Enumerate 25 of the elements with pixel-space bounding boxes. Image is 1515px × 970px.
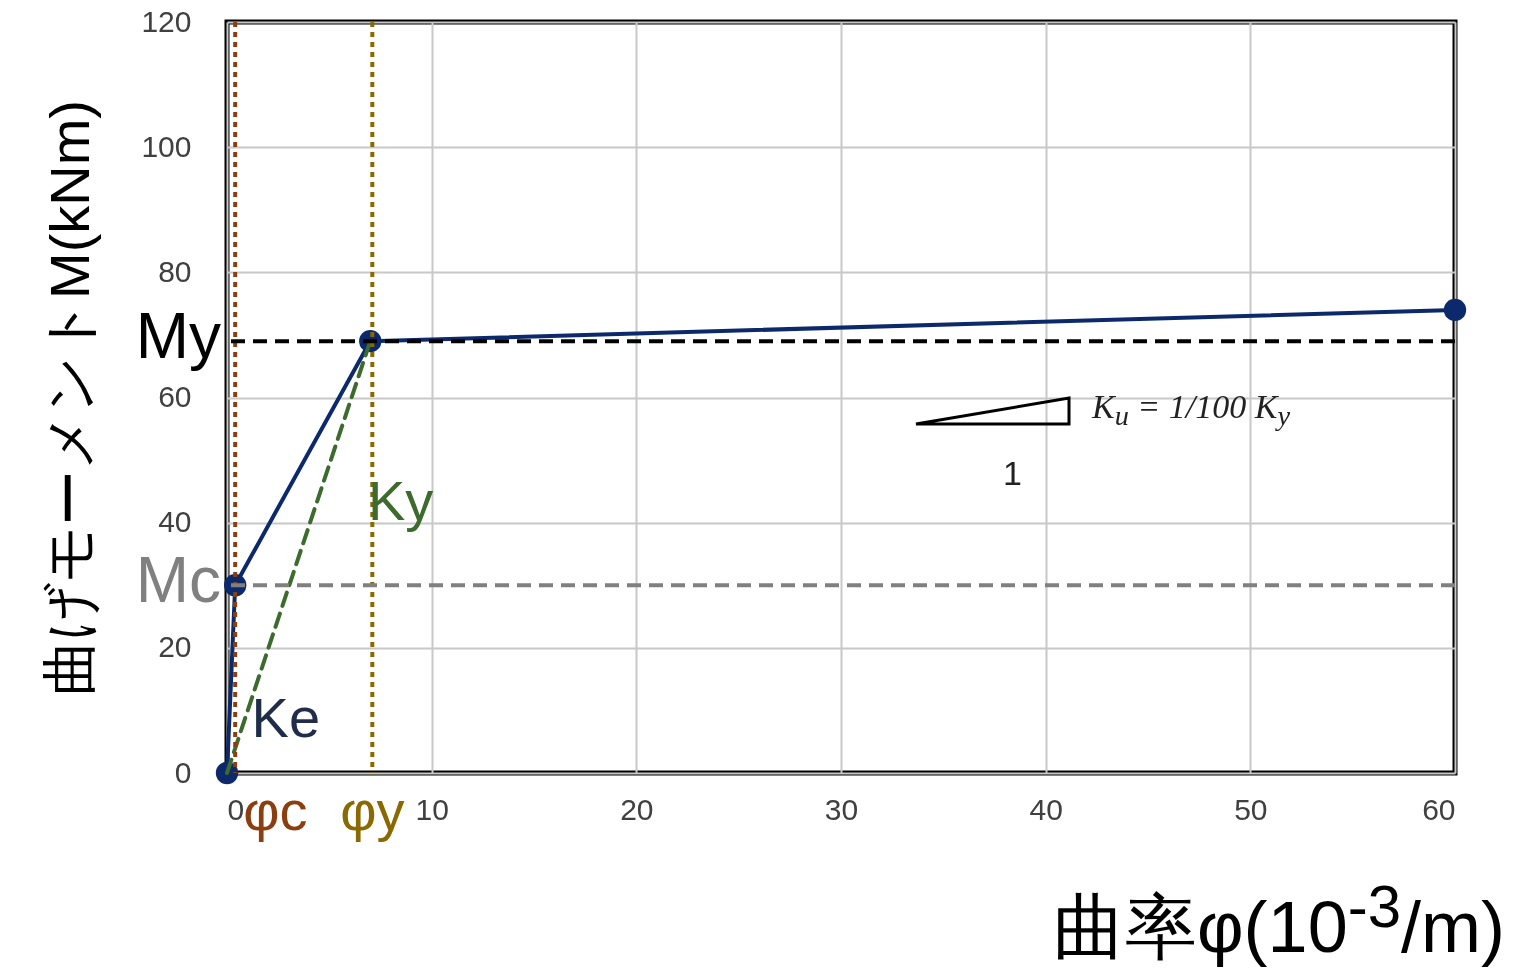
y-tick-label: 80 xyxy=(158,254,192,288)
ref-line-label: φy xyxy=(340,779,405,842)
x-axis-title: 曲率φ(10$^{-3}$/m) xyxy=(1052,872,1505,969)
point xyxy=(1443,298,1467,322)
y-axis-title: 曲げモーメントM(kNm) xyxy=(38,99,102,697)
annotation: 1 xyxy=(1003,453,1022,493)
y-tick-label: 100 xyxy=(141,129,192,163)
y-tick-label: 120 xyxy=(141,4,192,38)
annotation: Ky xyxy=(368,467,434,533)
x-tick-label: 50 xyxy=(1234,792,1268,826)
x-tick-label: 0 xyxy=(227,792,245,826)
y-tick-label: 0 xyxy=(174,755,192,789)
annotation: K$_{u}$ = 1/100 K$_{y}$ xyxy=(1092,387,1291,433)
x-tick-label: 20 xyxy=(620,792,654,826)
ref-line-label: My xyxy=(135,300,221,373)
annotation: Ke xyxy=(251,684,321,750)
y-tick-label: 20 xyxy=(158,630,192,664)
x-tick-label: 60 xyxy=(1422,792,1456,826)
x-tick-label: 10 xyxy=(415,792,449,826)
ref-line-label: φc xyxy=(243,779,308,842)
y-tick-label: 40 xyxy=(158,505,192,539)
x-tick-label: 30 xyxy=(824,792,859,826)
ref-line-label: Mc xyxy=(135,544,221,617)
x-tick-label: 40 xyxy=(1029,792,1063,826)
y-tick-label: 60 xyxy=(158,380,192,413)
